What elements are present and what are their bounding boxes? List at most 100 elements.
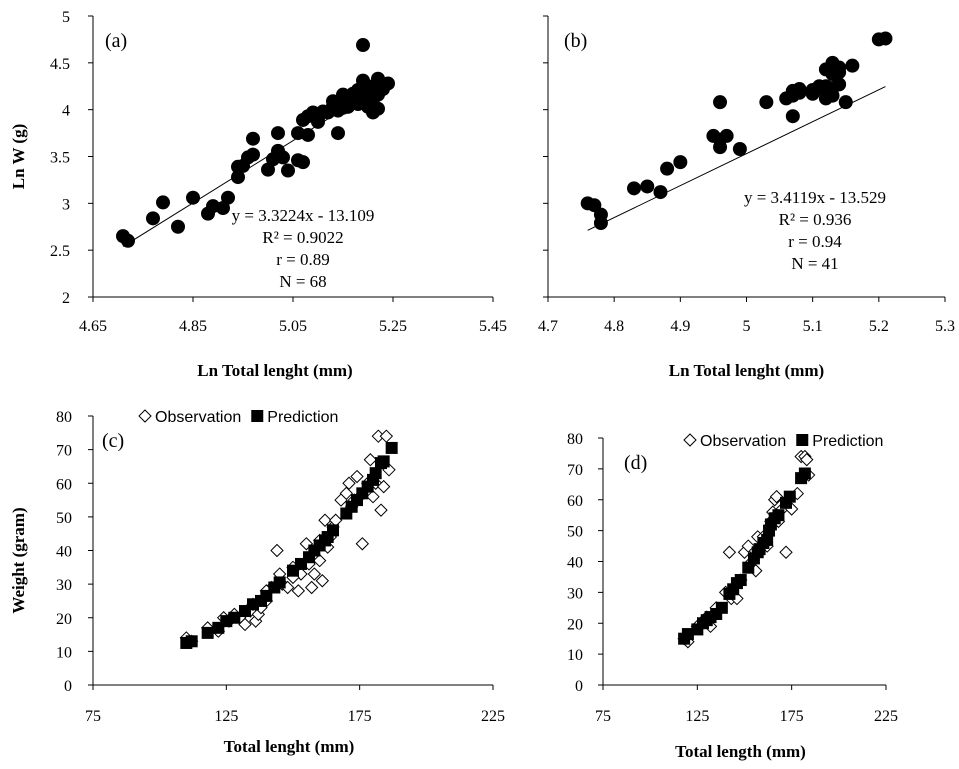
prediction-point [783, 490, 796, 503]
y-tick-label: 2 [62, 290, 70, 307]
y-axis-title: Weight (gram) [9, 507, 28, 613]
observation-point [722, 545, 737, 559]
panel-label: (b) [564, 30, 587, 52]
y-tick-label: 4 [62, 103, 70, 120]
observation-point [334, 493, 348, 507]
y-tick-label: 70 [567, 462, 583, 479]
prediction-point [385, 441, 398, 454]
x-tick-label: 4.7 [538, 318, 558, 335]
data-point [146, 211, 160, 226]
data-point [878, 31, 893, 46]
observation-point [741, 539, 755, 553]
x-tick-label: 125 [685, 708, 709, 725]
regression-annotation: N = 68 [279, 272, 326, 291]
x-tick-label: 5.3 [935, 318, 955, 335]
observation-point [376, 479, 391, 494]
legend-prediction-marker [251, 410, 264, 422]
y-axis-title: Ln W (g) [9, 124, 28, 190]
y-tick-label: 60 [567, 493, 583, 510]
x-axis-title: Ln Total lenght (mm) [197, 361, 352, 380]
legend-entry-label: Observation [700, 433, 786, 450]
x-tick-label: 125 [214, 708, 238, 725]
y-tick-label: 10 [567, 647, 583, 664]
regression-annotation: y = 3.4119x - 13.529 [744, 188, 886, 207]
data-point [301, 127, 315, 142]
x-tick-label: 4.8 [604, 318, 624, 335]
x-tick-label: 5.2 [869, 318, 889, 335]
x-tick-label: 175 [780, 708, 804, 725]
data-point [660, 161, 675, 176]
data-point [296, 155, 310, 170]
data-point [832, 65, 847, 80]
observation-point [307, 567, 322, 581]
y-tick-label: 80 [567, 431, 583, 448]
y-tick-label: 0 [575, 678, 583, 695]
observation-point [374, 503, 388, 517]
observation-point [270, 543, 284, 558]
legend-prediction-marker [796, 434, 809, 446]
observation-point [342, 476, 356, 490]
x-tick-label: 175 [348, 708, 372, 725]
y-tick-label: 50 [56, 510, 72, 527]
legend-entry-label: Prediction [267, 409, 338, 426]
observation-point [355, 537, 370, 551]
data-point [221, 190, 235, 205]
data-point [627, 181, 642, 196]
prediction-point [681, 628, 694, 641]
prediction-point [327, 524, 339, 537]
data-point [832, 77, 847, 92]
y-tick-label: 50 [567, 524, 583, 541]
y-tick-label: 20 [567, 616, 583, 633]
prediction-point [734, 574, 747, 587]
data-point [713, 95, 728, 110]
data-point [593, 216, 608, 231]
y-tick-label: 3 [62, 196, 70, 213]
trendline [587, 86, 886, 231]
prediction-point [369, 467, 382, 480]
y-tick-label: 5 [62, 9, 70, 26]
y-tick-label: 30 [56, 577, 72, 594]
data-point [281, 163, 295, 178]
prediction-point [772, 509, 785, 522]
x-axis-title: Ln Total lenght (mm) [669, 361, 824, 380]
x-tick-label: 5.45 [479, 318, 507, 335]
y-tick-label: 40 [567, 555, 583, 572]
prediction-point [761, 533, 774, 546]
data-point [171, 219, 185, 234]
data-point [246, 131, 260, 146]
data-point [276, 150, 290, 165]
prediction-point [742, 561, 755, 574]
data-point [271, 126, 285, 141]
panel-label: (d) [624, 452, 647, 474]
x-tick-label: 225 [481, 708, 505, 725]
regression-annotation: R² = 0.9022 [262, 228, 343, 247]
legend: Observation Prediction [683, 433, 883, 450]
y-tick-label: 3.5 [50, 150, 70, 167]
x-tick-label: 4.65 [79, 318, 107, 335]
data-point [838, 95, 853, 110]
prediction-point [185, 635, 198, 648]
y-tick-label: 20 [56, 611, 72, 628]
prediction-point [798, 467, 811, 480]
data-point [759, 95, 774, 110]
data-point [825, 88, 840, 103]
x-axis-title: Total length (mm) [675, 742, 806, 761]
legend-entry-label: Observation [155, 409, 241, 426]
data-point [361, 83, 375, 98]
legend-entry-label: Prediction [812, 433, 883, 450]
y-tick-label: 70 [56, 443, 72, 460]
data-point [653, 185, 668, 200]
data-point [331, 126, 345, 141]
y-tick-label: 80 [56, 409, 72, 426]
observation-point [779, 545, 793, 559]
regression-annotation: y = 3.3224x - 13.109 [232, 206, 375, 225]
data-point [785, 109, 800, 124]
prediction-point [228, 611, 241, 624]
prediction-point [201, 626, 214, 639]
panel-d: 75 125 175 225 0 10 20 30 40 50 60 70 80 Total length… [567, 431, 898, 761]
observation-point [304, 580, 319, 595]
observation-point [366, 489, 380, 504]
observation-point [312, 553, 327, 568]
x-tick-label: 5.25 [379, 318, 407, 335]
